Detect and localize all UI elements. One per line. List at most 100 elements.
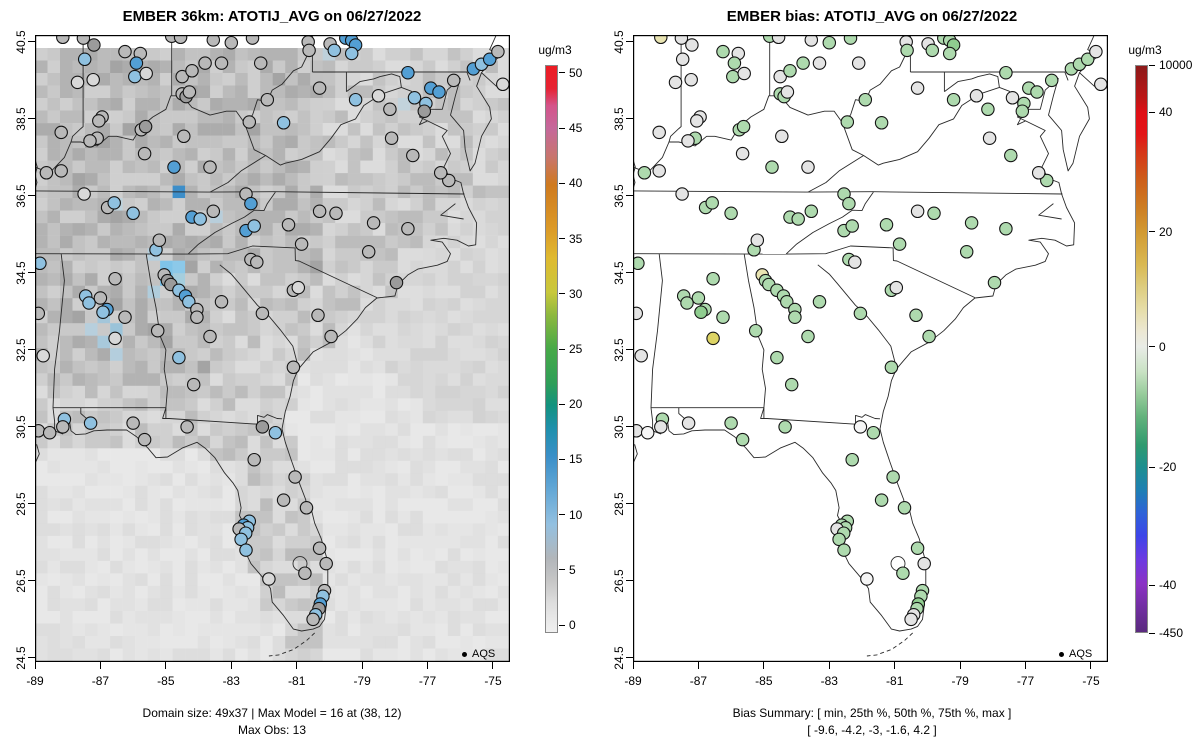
aqs-site-marker xyxy=(804,204,819,219)
aqs-site-marker xyxy=(1040,173,1054,188)
aqs-site-marker xyxy=(306,612,320,627)
plot-box-border xyxy=(35,35,510,662)
aqs-site-marker xyxy=(999,221,1013,236)
aqs-site-marker xyxy=(845,452,859,467)
aqs-site-marker xyxy=(138,119,153,134)
aqs-site-marker xyxy=(401,221,415,236)
aqs-site-marker xyxy=(482,52,497,67)
aqs-site-marker xyxy=(77,52,92,67)
y-axis-tick xyxy=(626,349,633,351)
aqs-site-marker xyxy=(193,212,207,226)
y-axis-tick-label: 38.5 xyxy=(612,107,626,131)
y-axis-tick-label: 34.5 xyxy=(14,261,28,285)
aqs-site-markers xyxy=(35,35,510,627)
aqs-site-marker xyxy=(35,306,46,321)
colorbar-tick xyxy=(1149,584,1155,586)
aqs-site-marker xyxy=(812,56,827,70)
y-axis-tick xyxy=(626,503,633,505)
x-axis-tick-label: -87 xyxy=(689,674,708,688)
y-axis-tick xyxy=(28,657,35,659)
aqs-site-marker xyxy=(982,131,997,145)
y-axis-tick xyxy=(626,195,633,197)
aqs-site-marker xyxy=(214,295,229,309)
aqs-site-marker xyxy=(299,501,314,515)
aqs-site-marker xyxy=(137,432,152,447)
aqs-site-marker xyxy=(748,323,763,338)
aqs-site-marker xyxy=(93,291,108,305)
aqs-site-marker xyxy=(214,56,229,70)
aqs-site-marker xyxy=(327,43,342,58)
aqs-site-marker xyxy=(1089,44,1103,59)
aqs-site-marker xyxy=(735,432,750,447)
aqs-site-marker xyxy=(987,275,1002,290)
colorbar-tick-label: 45 xyxy=(569,121,583,136)
aqs-site-marker xyxy=(401,65,415,80)
aqs-site-marker xyxy=(276,493,291,507)
aqs-site-marker xyxy=(87,38,101,52)
colorbar-tick xyxy=(559,403,565,405)
colorbar-tick xyxy=(559,182,565,184)
x-axis-tick xyxy=(34,662,36,669)
aqs-site-marker xyxy=(167,160,181,174)
y-axis-tick xyxy=(626,657,633,659)
x-axis-tick-label: -77 xyxy=(1016,674,1035,688)
aqs-site-marker xyxy=(778,420,792,434)
colorbar-tick xyxy=(559,238,565,240)
colorbar-tick-label: -40 xyxy=(1159,578,1177,592)
x-axis-tick xyxy=(230,662,232,669)
aqs-site-marker xyxy=(203,329,217,344)
aqs-site-marker xyxy=(964,216,979,230)
y-axis-tick xyxy=(626,272,633,274)
aqs-site-marker xyxy=(36,348,50,363)
colorbar-tick xyxy=(1149,231,1155,233)
aqs-dot-icon xyxy=(462,651,467,657)
colorbar-tick-label: 30 xyxy=(569,286,583,301)
aqs-site-marker xyxy=(86,72,100,87)
bias-colorbar-gradient xyxy=(1135,65,1148,633)
aqs-site-marker xyxy=(691,291,706,305)
colorbar-tick-label: -20 xyxy=(1159,460,1177,475)
aqs-site-marker xyxy=(675,187,689,201)
aqs-site-marker xyxy=(675,52,690,67)
bias-colorbar: ug/m3 10000 40 20 0 -20 -40 -450 xyxy=(1128,43,1192,640)
y-axis-tick xyxy=(626,118,633,120)
model-legend-label: AQS xyxy=(472,648,496,660)
aqs-site-marker xyxy=(245,35,260,45)
aqs-site-marker xyxy=(302,43,316,58)
aqs-site-marker xyxy=(118,310,132,324)
aqs-site-marker xyxy=(35,424,46,438)
colorbar-tick xyxy=(1149,111,1155,113)
model-caption-line2: Max Obs: 13 xyxy=(237,723,307,737)
raster-layer xyxy=(35,48,510,662)
aqs-site-marker xyxy=(107,196,121,210)
aqs-site-marker xyxy=(801,329,815,344)
colorbar-tick xyxy=(559,72,565,74)
aqs-site-marker xyxy=(848,255,862,269)
aqs-site-marker xyxy=(186,377,201,392)
aqs-site-marker xyxy=(837,543,851,557)
aqs-site-marker xyxy=(203,160,217,174)
aqs-site-marker xyxy=(312,81,327,95)
colorbar-tick xyxy=(1149,466,1155,468)
aqs-site-marker xyxy=(198,56,212,70)
aqs-site-marker xyxy=(137,146,152,161)
aqs-site-marker xyxy=(633,306,644,321)
aqs-site-marker xyxy=(724,416,738,430)
x-axis-tick-label: -83 xyxy=(820,674,838,688)
y-axis-tick xyxy=(626,41,633,43)
aqs-site-marker xyxy=(361,245,376,259)
y-axis-tick-label: 38.5 xyxy=(14,107,28,131)
model-colorbar-gradient xyxy=(545,65,558,633)
aqs-site-marker xyxy=(384,131,399,145)
x-axis-tick xyxy=(427,662,429,669)
aqs-site-marker xyxy=(82,296,96,310)
bias-caption-line2: [ -9.6, -4.2, -3, -1.6, 4.2 ] xyxy=(807,723,937,737)
y-axis-tick-label: 32.5 xyxy=(14,338,28,362)
aqs-site-marker xyxy=(54,125,68,140)
aqs-site-marker xyxy=(389,275,404,290)
aqs-site-marker xyxy=(783,64,797,78)
model-map xyxy=(35,35,510,662)
aqs-site-marker xyxy=(842,196,856,211)
aqs-site-marker xyxy=(432,85,446,99)
aqs-site-marker xyxy=(999,65,1013,80)
